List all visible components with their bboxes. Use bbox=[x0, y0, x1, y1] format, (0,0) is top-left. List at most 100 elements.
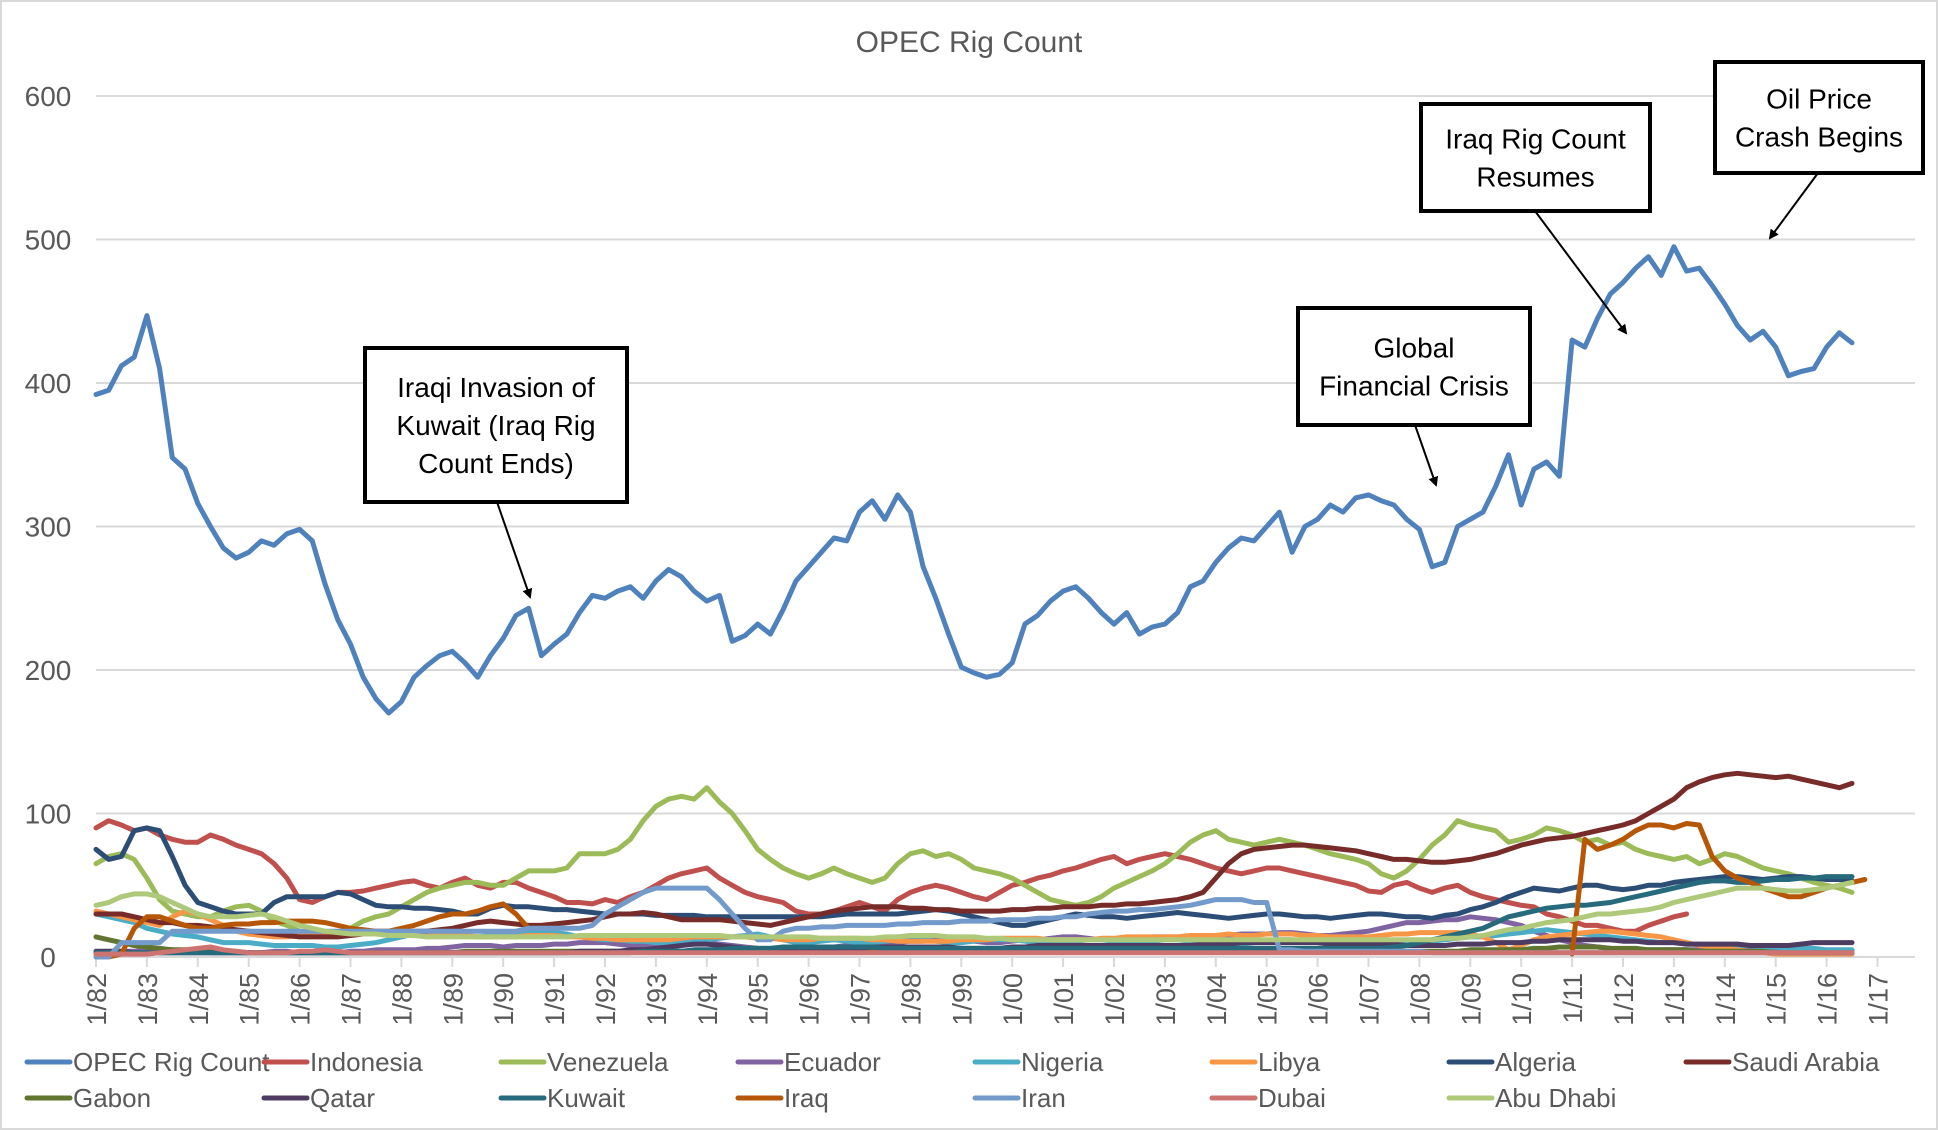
series-line-venezuela bbox=[93, 785, 1855, 938]
chart-title: OPEC Rig Count bbox=[856, 26, 1083, 59]
annotation-callout: Iraq Rig Count Resumes bbox=[1419, 102, 1652, 335]
x-tick-label: 1/17 bbox=[1864, 973, 1894, 1026]
series-line-algeria bbox=[93, 825, 1855, 928]
x-tick-label: 1/13 bbox=[1660, 973, 1690, 1026]
series-lines bbox=[93, 244, 1868, 960]
x-tick-label: 1/85 bbox=[235, 973, 265, 1026]
legend-label: Gabon bbox=[73, 1083, 151, 1113]
x-tick-label: 1/04 bbox=[1202, 973, 1232, 1026]
annotation-arrow bbox=[1414, 424, 1439, 487]
legend-item: Saudi Arabia bbox=[1683, 1047, 1880, 1077]
annotation-arrow bbox=[1534, 210, 1628, 335]
legend-item: Kuwait bbox=[498, 1083, 626, 1113]
x-tick-label: 1/87 bbox=[337, 973, 367, 1026]
x-axis-labels: 1/82 1/83 1/84 1/85 1/86 1/87 1/88 1/89 1/90 1/91… bbox=[82, 957, 1894, 1026]
y-axis-labels: 0 100 200 300 400 500 600 bbox=[25, 81, 72, 973]
series-line-dubai bbox=[93, 944, 1855, 957]
legend-item: Abu Dhabi bbox=[1446, 1083, 1616, 1113]
x-tick-label: 1/00 bbox=[998, 973, 1028, 1026]
legend-item: Qatar bbox=[261, 1083, 375, 1113]
x-tick-label: 1/86 bbox=[286, 973, 316, 1026]
y-tick-label: 400 bbox=[25, 368, 72, 399]
annotation-arrow bbox=[496, 501, 533, 599]
annotation-box bbox=[1713, 60, 1925, 175]
x-tick-label: 1/06 bbox=[1304, 973, 1334, 1026]
x-tick-label: 1/05 bbox=[1253, 973, 1283, 1026]
y-tick-label: 0 bbox=[40, 942, 56, 973]
annotation-text: Crash Begins bbox=[1735, 122, 1903, 153]
legend-item: Algeria bbox=[1446, 1047, 1576, 1077]
legend-label: Qatar bbox=[310, 1083, 375, 1113]
legend-label: Iraq bbox=[784, 1083, 829, 1113]
legend-label: Venezuela bbox=[547, 1047, 669, 1077]
legend-label: Kuwait bbox=[547, 1083, 626, 1113]
legend: OPEC Rig Count Indonesia Venezuela Ecuador N… bbox=[24, 1047, 1880, 1113]
annotation-arrow bbox=[1768, 172, 1819, 240]
annotation-box bbox=[1419, 102, 1652, 213]
x-tick-label: 1/90 bbox=[489, 973, 519, 1026]
legend-item: Iran bbox=[972, 1083, 1066, 1113]
x-tick-label: 1/12 bbox=[1609, 973, 1639, 1026]
legend-item: Dubai bbox=[1209, 1083, 1326, 1113]
x-tick-label: 1/96 bbox=[795, 973, 825, 1026]
x-tick-label: 1/02 bbox=[1100, 973, 1130, 1026]
x-tick-label: 1/83 bbox=[133, 973, 163, 1026]
x-tick-label: 1/88 bbox=[387, 973, 417, 1026]
annotation-text: Resumes bbox=[1476, 162, 1594, 193]
x-tick-label: 1/16 bbox=[1813, 973, 1843, 1026]
annotation-text: Count Ends) bbox=[418, 448, 574, 479]
x-tick-label: 1/82 bbox=[82, 973, 112, 1026]
x-tick-label: 1/01 bbox=[1049, 973, 1079, 1026]
annotations: Iraqi Invasion of Kuwait (Iraq Rig Count E… bbox=[363, 60, 1925, 599]
x-tick-label: 1/93 bbox=[642, 973, 672, 1026]
annotation-callout: Global Financial Crisis bbox=[1296, 306, 1532, 487]
x-tick-label: 1/89 bbox=[438, 973, 468, 1026]
annotation-text: Iraqi Invasion of bbox=[397, 372, 595, 403]
x-tick-label: 1/92 bbox=[591, 973, 621, 1026]
x-tick-label: 1/10 bbox=[1507, 973, 1537, 1026]
annotation-text: Global bbox=[1374, 333, 1455, 364]
legend-item: Gabon bbox=[24, 1083, 151, 1113]
legend-item: Ecuador bbox=[735, 1047, 881, 1077]
legend-label: Indonesia bbox=[310, 1047, 423, 1077]
x-tick-label: 1/91 bbox=[540, 973, 570, 1026]
series-line-abu-dhabi bbox=[93, 879, 1855, 943]
x-tick-label: 1/08 bbox=[1405, 973, 1435, 1026]
legend-item: Iraq bbox=[735, 1083, 829, 1113]
legend-item: Indonesia bbox=[261, 1047, 423, 1077]
x-tick-label: 1/07 bbox=[1355, 973, 1385, 1026]
y-tick-label: 300 bbox=[25, 512, 72, 543]
x-tick-label: 1/95 bbox=[744, 973, 774, 1026]
annotation-box bbox=[363, 346, 629, 504]
x-tick-label: 1/11 bbox=[1558, 973, 1588, 1024]
legend-label: Abu Dhabi bbox=[1495, 1083, 1616, 1113]
series-line-saudi-arabia bbox=[93, 770, 1855, 940]
x-tick-label: 1/15 bbox=[1762, 973, 1792, 1026]
legend-item: Venezuela bbox=[498, 1047, 669, 1077]
x-tick-label: 1/84 bbox=[184, 973, 214, 1026]
y-tick-label: 200 bbox=[25, 655, 72, 686]
y-tick-label: 500 bbox=[25, 225, 72, 256]
series-line-opec-rig-count bbox=[93, 244, 1855, 716]
x-tick-label: 1/14 bbox=[1711, 973, 1741, 1026]
legend-label: Libya bbox=[1258, 1047, 1321, 1077]
legend-label: Ecuador bbox=[784, 1047, 881, 1077]
legend-label: Saudi Arabia bbox=[1732, 1047, 1880, 1077]
x-tick-label: 1/99 bbox=[947, 973, 977, 1026]
legend-label: Dubai bbox=[1258, 1083, 1326, 1113]
annotation-text: Financial Crisis bbox=[1319, 371, 1509, 402]
annotation-callout: Iraqi Invasion of Kuwait (Iraq Rig Count E… bbox=[363, 346, 629, 599]
annotation-text: Iraq Rig Count bbox=[1445, 124, 1626, 155]
annotation-text: Kuwait (Iraq Rig bbox=[396, 410, 595, 441]
legend-item: OPEC Rig Count bbox=[24, 1047, 270, 1077]
legend-label: Algeria bbox=[1495, 1047, 1576, 1077]
legend-label: Iran bbox=[1021, 1083, 1066, 1113]
y-tick-label: 600 bbox=[25, 81, 72, 112]
legend-item: Libya bbox=[1209, 1047, 1321, 1077]
legend-item: Nigeria bbox=[972, 1047, 1104, 1077]
annotation-callout: Oil Price Crash Begins bbox=[1713, 60, 1925, 240]
legend-label: OPEC Rig Count bbox=[73, 1047, 270, 1077]
x-tick-label: 1/97 bbox=[846, 973, 876, 1026]
